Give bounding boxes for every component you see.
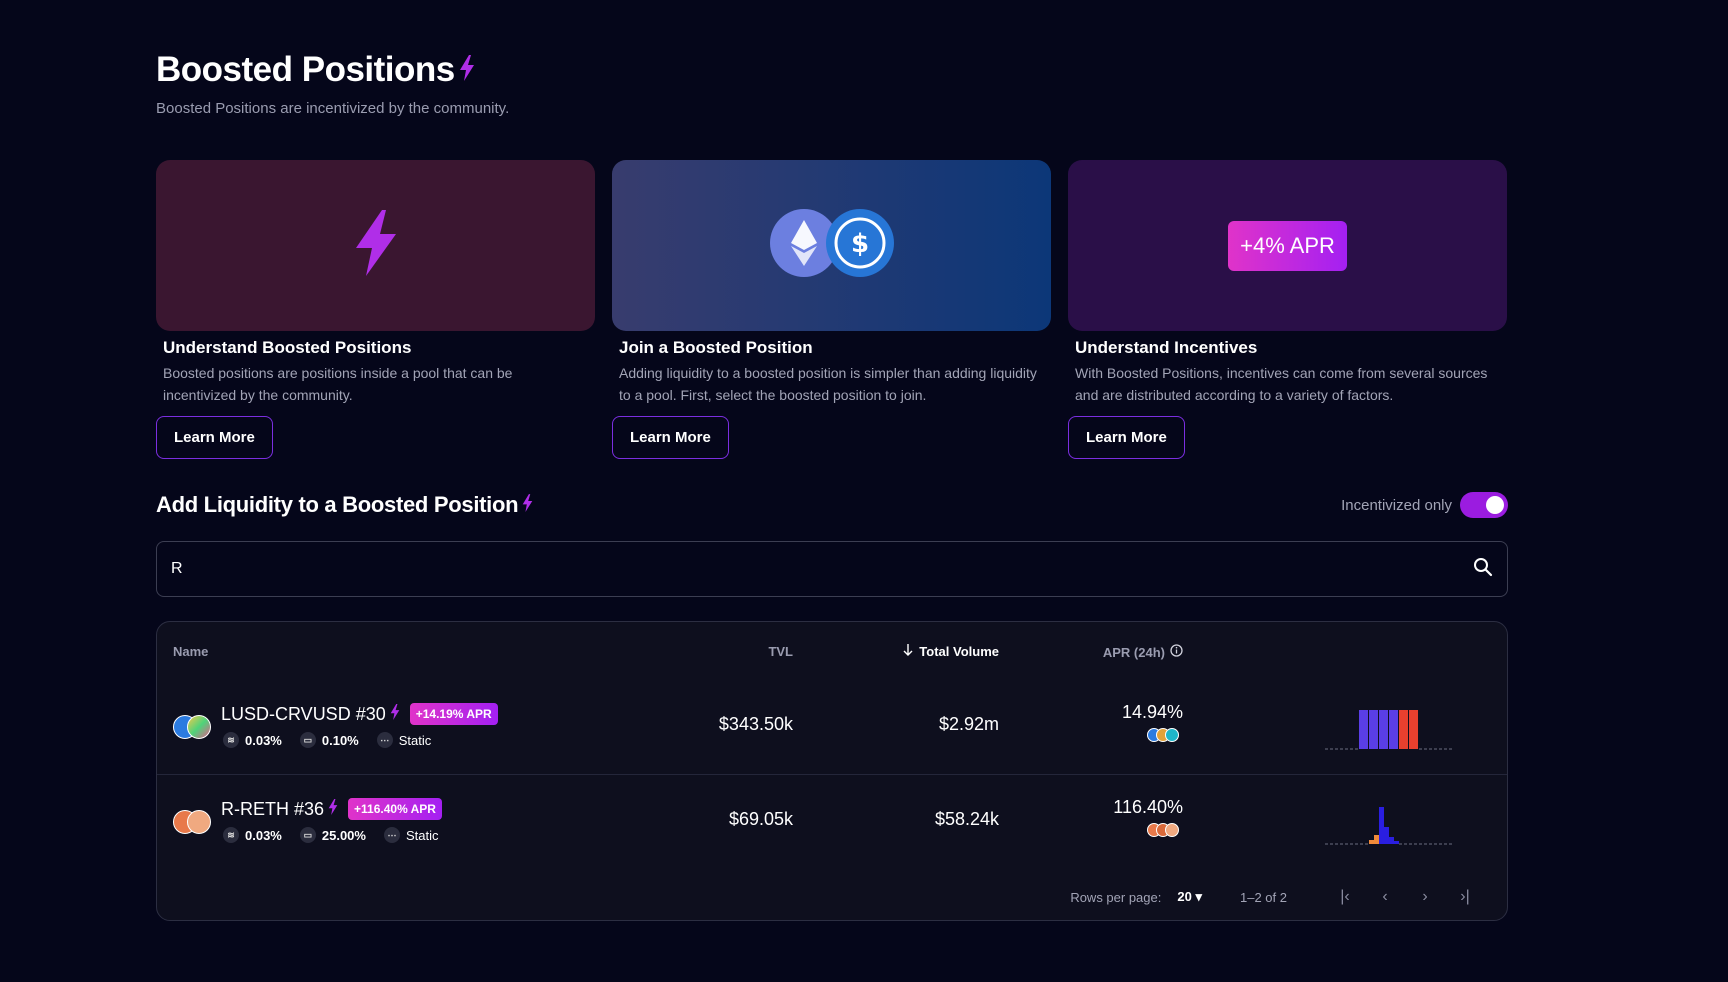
lightning-bolt-icon	[390, 703, 400, 725]
card-description: With Boosted Positions, incentives can c…	[1075, 365, 1488, 403]
position-name: R-RETH #36 +116.40% APR	[221, 798, 442, 820]
apr-boost-badge: +116.40% APR	[348, 798, 442, 820]
token-pair-icons	[173, 713, 215, 741]
table-header: Name TVL Total Volume APR (24h)	[157, 644, 1507, 664]
search-input[interactable]	[171, 560, 1473, 578]
next-page-icon[interactable]: ›	[1422, 888, 1428, 905]
chevron-down-icon: ▾	[1195, 889, 1202, 904]
card-title: Understand Boosted Positions	[163, 338, 412, 357]
page-subtitle: Boosted Positions are incentivized by th…	[156, 100, 510, 117]
liquidity-distribution-chart	[1325, 807, 1453, 845]
card-join-boosted: $ Join a Boosted Position Adding liquidi…	[612, 160, 1051, 459]
strategy-icon: ⋯	[383, 827, 400, 843]
tvl-value: $69.05k	[728, 809, 793, 829]
lightning-bolt-icon	[354, 210, 398, 281]
page-range: 1–2 of 2	[1240, 889, 1287, 905]
card-understand-incentives: +4% APR Understand Incentives With Boost…	[1068, 160, 1507, 459]
lightning-bolt-icon	[328, 798, 338, 820]
reth-icon	[187, 810, 211, 834]
range-width: 0.10%	[321, 732, 359, 748]
first-page-icon[interactable]: |‹	[1340, 888, 1350, 905]
crvusd-icon	[187, 715, 211, 739]
page-title-text: Boosted Positions	[156, 50, 455, 89]
rows-per-page-select[interactable]: 20 ▾	[1177, 889, 1202, 905]
table-row[interactable]: R-RETH #36 +116.40% APR ≋ 0.03% ▭ 25.00%…	[157, 774, 1507, 868]
column-tvl[interactable]: TVL	[768, 644, 793, 659]
range-width-icon: ▭	[299, 732, 316, 748]
tvl-value: $343.50k	[718, 714, 793, 734]
position-name: LUSD-CRVUSD #30 +14.19% APR	[221, 703, 498, 725]
position-name-text: LUSD-CRVUSD #30	[221, 703, 386, 724]
volume-value: $58.24k	[934, 809, 999, 829]
rows-per-page-value: 20	[1177, 889, 1192, 904]
search-bar	[156, 541, 1508, 597]
range-width-icon: ▭	[299, 827, 316, 843]
reward-token-icon	[1165, 728, 1179, 742]
sort-arrow-down-icon	[903, 644, 913, 659]
strategy: Static	[398, 732, 432, 748]
search-icon[interactable]	[1473, 557, 1493, 582]
apr-value: 116.40%	[1113, 797, 1183, 817]
section-title-text: Add Liquidity to a Boosted Position	[156, 492, 519, 517]
apr-badge: +4% APR	[1228, 220, 1347, 271]
card-understand-boosted: Understand Boosted Positions Boosted pos…	[156, 160, 595, 459]
card-image: $	[612, 160, 1051, 331]
learn-more-button[interactable]: Learn More	[1068, 416, 1185, 459]
fee-tier: 0.03%	[245, 827, 282, 843]
last-page-icon[interactable]: ›|	[1460, 888, 1470, 905]
eth-usdc-icon: $	[769, 208, 895, 283]
incentivized-filter: Incentivized only	[1341, 492, 1508, 518]
positions-table: Name TVL Total Volume APR (24h)	[156, 621, 1508, 921]
section-title: Add Liquidity to a Boosted Position	[156, 492, 533, 518]
toggle-label: Incentivized only	[1341, 496, 1452, 514]
svg-text:$: $	[850, 229, 868, 259]
column-apr[interactable]: APR (24h)	[1057, 644, 1183, 660]
lightning-bolt-icon	[459, 50, 475, 90]
learn-more-button[interactable]: Learn More	[612, 416, 729, 459]
position-name-text: R-RETH #36	[221, 798, 325, 819]
fee-tier: 0.03%	[245, 732, 282, 748]
column-name[interactable]: Name	[173, 644, 209, 659]
info-cards: Understand Boosted Positions Boosted pos…	[156, 160, 1508, 459]
column-total-volume-label: Total Volume	[919, 644, 999, 659]
position-meta: ≋ 0.03% ▭ 0.10% ⋯ Static	[223, 732, 431, 748]
incentive-token-icons	[1147, 823, 1183, 839]
lightning-bolt-icon	[522, 492, 533, 518]
page-title: Boosted Positions	[156, 50, 475, 90]
previous-page-icon[interactable]: ‹	[1382, 888, 1388, 905]
card-description: Boosted positions are positions inside a…	[163, 365, 513, 403]
card-title: Understand Incentives	[1075, 338, 1258, 357]
position-meta: ≋ 0.03% ▭ 25.00% ⋯ Static	[223, 827, 438, 843]
fee-tier-icon: ≋	[223, 732, 239, 748]
incentive-token-icons	[1147, 728, 1183, 744]
column-apr-label: APR (24h)	[1102, 644, 1165, 660]
card-image: +4% APR	[1068, 160, 1507, 331]
pagination: Rows per page: 20 ▾ 1–2 of 2 |‹ ‹ › ›|	[1070, 888, 1485, 906]
strategy-icon: ⋯	[376, 732, 393, 748]
strategy: Static	[405, 827, 439, 843]
table-row[interactable]: LUSD-CRVUSD #30 +14.19% APR ≋ 0.03% ▭ 0.…	[157, 680, 1507, 774]
liquidity-distribution-chart	[1325, 710, 1453, 750]
card-title: Join a Boosted Position	[619, 338, 813, 357]
info-icon[interactable]	[1170, 644, 1183, 660]
card-description: Adding liquidity to a boosted position i…	[619, 365, 1037, 403]
column-total-volume[interactable]: Total Volume	[877, 644, 999, 659]
volume-value: $2.92m	[938, 714, 999, 734]
toggle-knob	[1486, 496, 1504, 514]
card-image	[156, 160, 595, 331]
token-pair-icons	[173, 808, 215, 836]
rows-per-page-label: Rows per page:	[1070, 889, 1162, 905]
incentivized-toggle[interactable]	[1460, 492, 1508, 518]
fee-tier-icon: ≋	[223, 827, 239, 843]
learn-more-button[interactable]: Learn More	[156, 416, 273, 459]
reward-token-icon	[1165, 823, 1179, 837]
range-width: 25.00%	[321, 827, 366, 843]
apr-boost-badge: +14.19% APR	[409, 703, 498, 725]
apr-value: 14.94%	[1121, 702, 1183, 722]
